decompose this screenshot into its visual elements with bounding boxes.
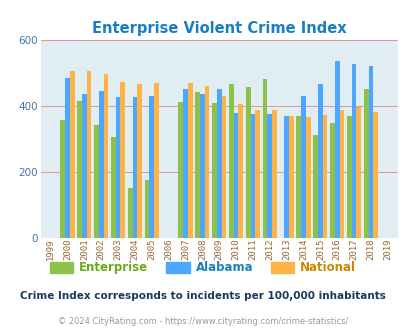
Bar bbox=[65, 78, 70, 238]
Title: Enterprise Violent Crime Index: Enterprise Violent Crime Index bbox=[92, 21, 346, 36]
Bar bbox=[145, 180, 149, 238]
Bar bbox=[372, 112, 377, 238]
Bar bbox=[339, 110, 343, 238]
Bar bbox=[111, 137, 115, 238]
Bar bbox=[351, 64, 356, 238]
Bar bbox=[149, 96, 154, 238]
Bar bbox=[255, 110, 259, 238]
Text: © 2024 CityRating.com - https://www.cityrating.com/crime-statistics/: © 2024 CityRating.com - https://www.city… bbox=[58, 317, 347, 326]
Bar bbox=[250, 114, 255, 238]
Bar bbox=[262, 79, 267, 238]
Bar bbox=[128, 188, 132, 238]
Bar bbox=[334, 61, 339, 238]
Text: Crime Index corresponds to incidents per 100,000 inhabitants: Crime Index corresponds to incidents per… bbox=[20, 291, 385, 301]
Bar bbox=[77, 101, 82, 238]
Bar bbox=[94, 125, 99, 238]
Bar bbox=[204, 86, 209, 238]
Bar bbox=[329, 123, 334, 238]
Bar bbox=[288, 116, 293, 238]
Bar bbox=[305, 117, 310, 238]
Bar bbox=[346, 116, 351, 238]
Bar bbox=[115, 97, 120, 238]
Bar bbox=[267, 114, 271, 238]
Bar bbox=[188, 83, 192, 238]
Bar bbox=[284, 115, 288, 238]
Bar bbox=[216, 89, 221, 238]
Bar bbox=[313, 135, 317, 238]
Bar bbox=[120, 82, 125, 238]
Bar bbox=[200, 94, 204, 238]
Bar bbox=[245, 87, 250, 238]
Bar bbox=[103, 74, 108, 238]
Bar bbox=[154, 83, 158, 238]
Bar bbox=[183, 89, 188, 238]
Bar bbox=[195, 92, 200, 238]
Bar bbox=[368, 66, 372, 238]
Bar bbox=[82, 94, 87, 238]
Bar bbox=[317, 84, 322, 238]
Bar bbox=[271, 110, 276, 238]
Legend: Enterprise, Alabama, National: Enterprise, Alabama, National bbox=[45, 257, 360, 279]
Bar bbox=[178, 102, 183, 238]
Bar bbox=[233, 113, 238, 238]
Bar bbox=[301, 96, 305, 238]
Bar bbox=[356, 107, 360, 238]
Bar bbox=[99, 91, 103, 238]
Bar bbox=[221, 96, 226, 238]
Bar bbox=[296, 115, 301, 238]
Bar bbox=[137, 84, 142, 238]
Bar bbox=[363, 89, 368, 238]
Bar bbox=[60, 120, 65, 238]
Bar bbox=[87, 71, 91, 238]
Bar bbox=[212, 103, 216, 238]
Bar bbox=[238, 104, 243, 238]
Bar bbox=[132, 97, 137, 238]
Bar bbox=[70, 71, 75, 238]
Bar bbox=[228, 84, 233, 238]
Bar bbox=[322, 115, 326, 238]
